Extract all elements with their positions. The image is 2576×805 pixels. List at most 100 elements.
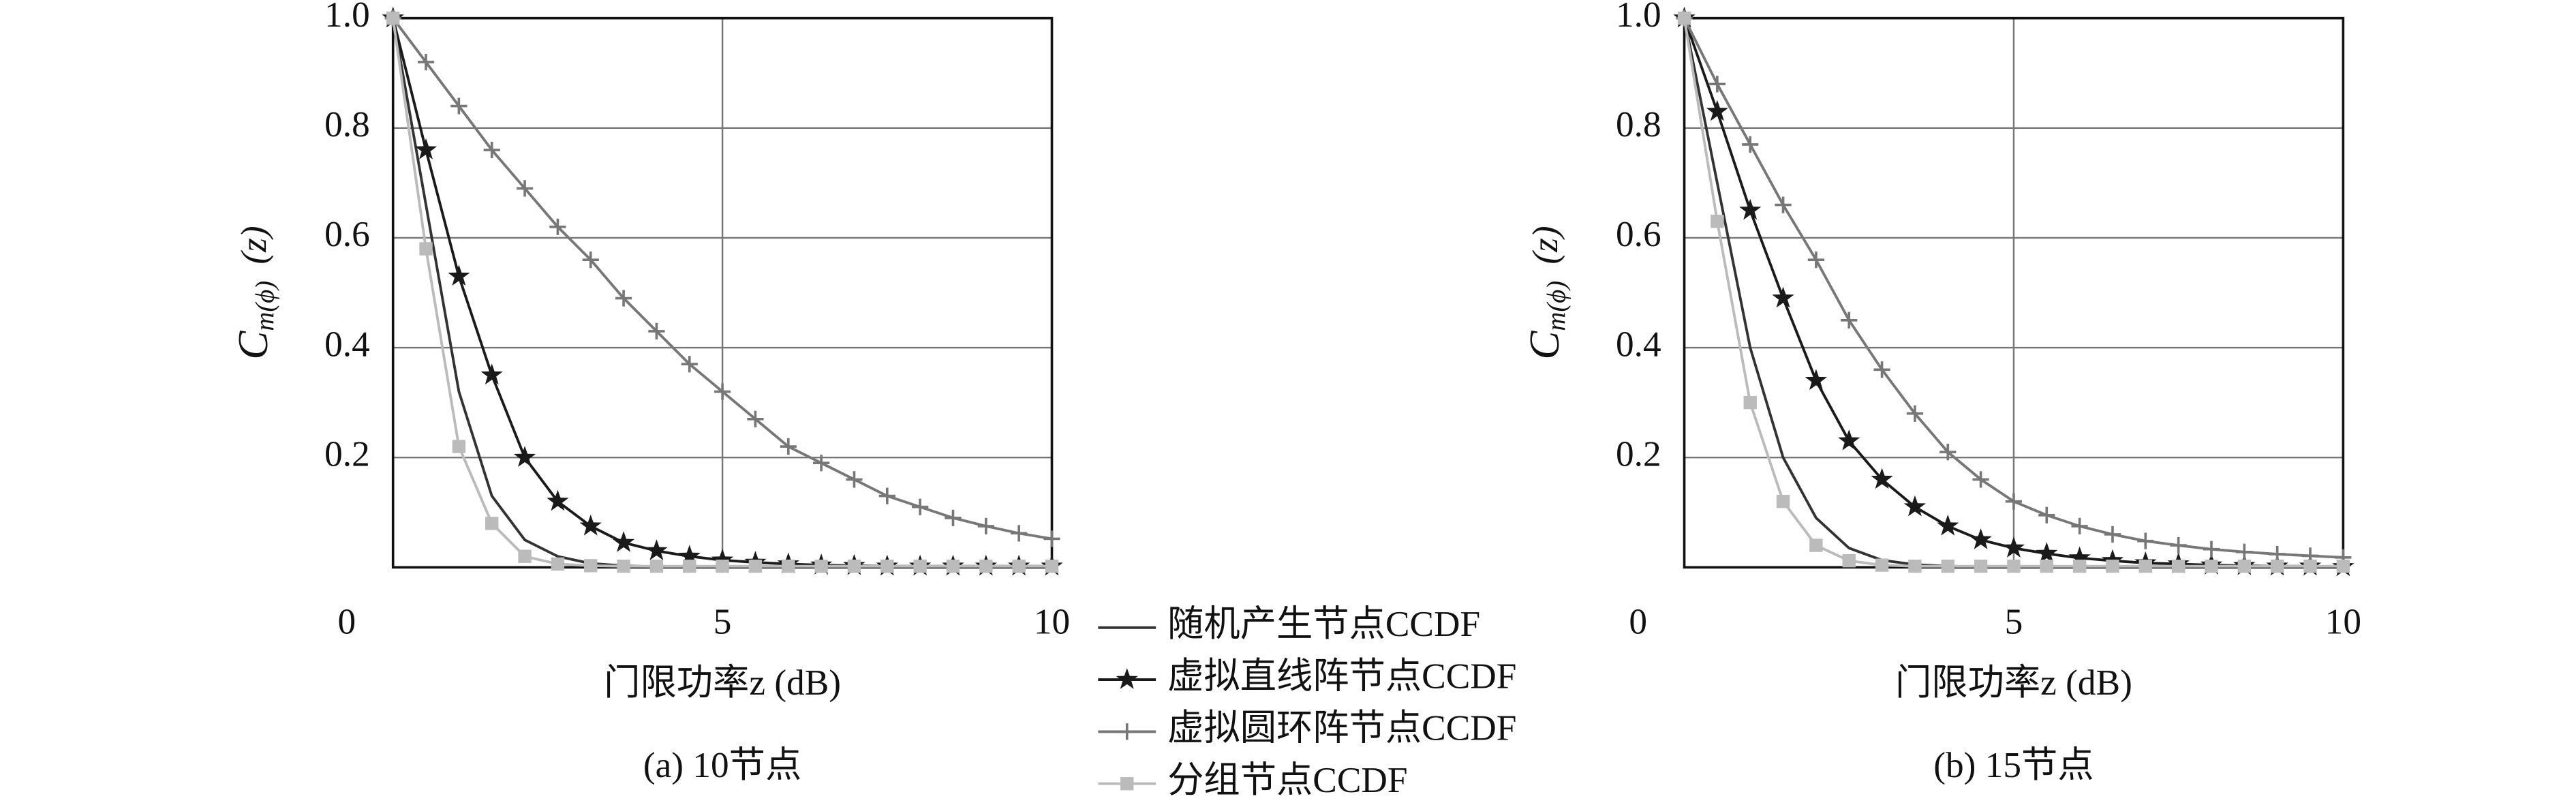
square-marker (452, 440, 466, 453)
star-marker (1805, 369, 1828, 391)
star-marker (1871, 468, 1893, 489)
y-tick-label: 0.6 (324, 214, 370, 254)
plus-marker (977, 517, 994, 535)
plus-marker (1873, 361, 1890, 378)
star-marker (547, 489, 569, 511)
square-marker (1941, 560, 1954, 573)
plus-marker (912, 498, 929, 515)
star-marker (2002, 536, 2025, 558)
square-marker (1974, 560, 1988, 573)
square-marker (551, 557, 565, 571)
square-marker (847, 560, 861, 573)
square-marker (2171, 560, 2186, 573)
star-marker (2068, 546, 2091, 568)
caption: (b) 15节点 (1933, 745, 2094, 785)
square-marker (419, 242, 433, 256)
square-marker (2270, 560, 2284, 573)
plus-marker (945, 509, 962, 526)
star-marker (414, 138, 438, 160)
square-marker (1012, 560, 1026, 573)
plus-marker (1939, 444, 1957, 461)
square-marker (584, 559, 598, 573)
legend-label: 虚拟圆环阵节点CCDF (1167, 708, 1516, 748)
plus-marker (1118, 723, 1135, 740)
square-marker (1743, 395, 1757, 410)
plus-marker (516, 180, 534, 197)
y-label-main: C (1520, 331, 1568, 360)
square-marker (913, 560, 927, 573)
y-axis-label: Cm(ϕ) (z) (229, 226, 279, 359)
plus-marker (615, 290, 632, 307)
legend-label: 随机产生节点CCDF (1167, 604, 1480, 644)
plus-marker (2137, 532, 2154, 549)
plus-marker (878, 487, 895, 504)
y-label-sub: m(ϕ) (250, 281, 279, 331)
x-axis-label: 门限功率z (dB) (1895, 663, 2132, 703)
square-marker (1809, 538, 1823, 552)
square-marker (2072, 560, 2087, 573)
plus-marker (1972, 471, 1989, 488)
star-marker (1969, 528, 1992, 549)
y-label-arg: (z) (234, 226, 274, 264)
square-marker (617, 560, 630, 573)
plus-marker (813, 455, 830, 472)
plus-marker (1708, 76, 1726, 93)
plus-marker (2038, 506, 2055, 523)
plus-marker (2071, 517, 2088, 535)
plus-marker (2104, 526, 2121, 543)
square-marker (2237, 560, 2252, 573)
square-marker (1711, 215, 1724, 228)
square-marker (1045, 560, 1059, 573)
plus-marker (1011, 525, 1028, 542)
star-marker (1937, 514, 1959, 536)
plus-marker (747, 410, 764, 427)
plus-marker (1841, 312, 1858, 329)
star-marker (645, 539, 668, 560)
square-marker (748, 560, 763, 573)
x-tick-label: 10 (2325, 601, 2361, 641)
square-marker (1120, 777, 1134, 791)
star-marker (1903, 495, 1927, 517)
y-tick-label: 0.4 (1616, 324, 1661, 364)
x-tick-label: 0 (1629, 601, 1647, 641)
plus-marker (1807, 252, 1825, 269)
square-marker (782, 560, 795, 573)
plus-marker (846, 471, 863, 488)
legend-label: 虚拟直线阵节点CCDF (1167, 656, 1516, 696)
y-tick-label: 0.6 (1616, 214, 1661, 254)
square-marker (979, 560, 993, 573)
square-marker (2106, 560, 2119, 573)
star-marker (612, 531, 635, 552)
plus-marker (648, 322, 665, 339)
plus-marker (1775, 196, 1792, 213)
plus-marker (582, 252, 599, 269)
square-marker (716, 560, 729, 573)
y-label-main: C (229, 331, 277, 360)
square-marker (2303, 560, 2317, 573)
plus-marker (1742, 136, 1759, 153)
star-marker (711, 548, 734, 570)
y-label-arg: (z) (1525, 226, 1565, 264)
plus-marker (2203, 541, 2220, 558)
x-tick-label: 10 (1034, 601, 1070, 641)
plus-marker (2236, 543, 2253, 560)
plus-marker (483, 141, 500, 159)
plus-marker (2170, 536, 2187, 554)
square-marker (814, 560, 828, 573)
star-marker (1838, 429, 1860, 451)
square-marker (1677, 11, 1691, 25)
x-axis-label: 门限功率z (dB) (604, 663, 841, 703)
square-marker (880, 560, 894, 573)
square-marker (2336, 560, 2350, 573)
y-tick-label: 0.8 (324, 104, 370, 145)
plus-marker (417, 53, 435, 71)
plus-marker (780, 438, 797, 455)
square-marker (518, 549, 532, 563)
y-tick-label: 1.0 (1616, 0, 1661, 35)
star-marker (1739, 198, 1762, 220)
square-marker (485, 517, 499, 530)
square-marker (649, 560, 664, 573)
star-marker (579, 514, 602, 536)
caption: (a) 10节点 (643, 745, 801, 785)
